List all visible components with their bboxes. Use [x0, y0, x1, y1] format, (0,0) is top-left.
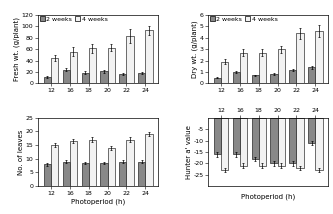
Bar	[278, 118, 285, 166]
Bar	[44, 77, 51, 83]
Bar	[146, 30, 153, 83]
Y-axis label: Fresh wt. (g/plant): Fresh wt. (g/plant)	[14, 17, 20, 81]
Legend: 2 weeks, 4 weeks: 2 weeks, 4 weeks	[209, 16, 277, 22]
Bar	[70, 52, 77, 83]
Bar	[127, 140, 134, 186]
Bar	[82, 163, 89, 186]
Bar	[119, 162, 127, 186]
Bar	[146, 134, 153, 186]
Bar	[233, 72, 240, 83]
Text: Photoperiod (h): Photoperiod (h)	[241, 193, 295, 199]
Bar	[240, 53, 247, 83]
Bar	[44, 164, 51, 186]
Bar	[63, 162, 70, 186]
Bar	[63, 70, 70, 83]
Y-axis label: Hunter a' value: Hunter a' value	[186, 125, 192, 179]
Bar	[251, 76, 259, 83]
Bar	[214, 78, 221, 83]
Bar	[278, 49, 285, 83]
Bar	[89, 48, 96, 83]
Bar	[296, 118, 304, 168]
Bar	[108, 48, 115, 83]
Bar	[308, 118, 315, 143]
Bar	[251, 118, 259, 159]
Bar	[233, 118, 240, 154]
Bar	[259, 53, 266, 83]
Bar	[270, 74, 278, 83]
Bar	[240, 118, 247, 166]
Y-axis label: Dry wt. (g/plant): Dry wt. (g/plant)	[191, 20, 198, 78]
Bar	[101, 163, 108, 186]
Bar	[70, 141, 77, 186]
Bar	[270, 118, 278, 163]
Bar	[82, 73, 89, 83]
Legend: 2 weeks, 4 weeks: 2 weeks, 4 weeks	[40, 16, 108, 22]
Bar	[315, 31, 323, 83]
Bar	[259, 118, 266, 166]
Bar	[127, 36, 134, 83]
Bar	[289, 118, 296, 163]
Bar	[51, 145, 58, 186]
Bar	[315, 118, 323, 170]
Bar	[119, 74, 127, 83]
X-axis label: Photoperiod (h): Photoperiod (h)	[71, 199, 125, 205]
Bar	[89, 140, 96, 186]
Bar	[101, 71, 108, 83]
Bar	[214, 118, 221, 154]
Bar	[51, 58, 58, 83]
Y-axis label: No. of leaves: No. of leaves	[18, 129, 24, 175]
Bar	[308, 67, 315, 83]
Bar	[221, 118, 228, 170]
Bar	[138, 73, 146, 83]
Bar	[221, 62, 228, 83]
Bar	[138, 162, 146, 186]
Bar	[108, 148, 115, 186]
Bar	[289, 70, 296, 83]
Bar	[296, 33, 304, 83]
